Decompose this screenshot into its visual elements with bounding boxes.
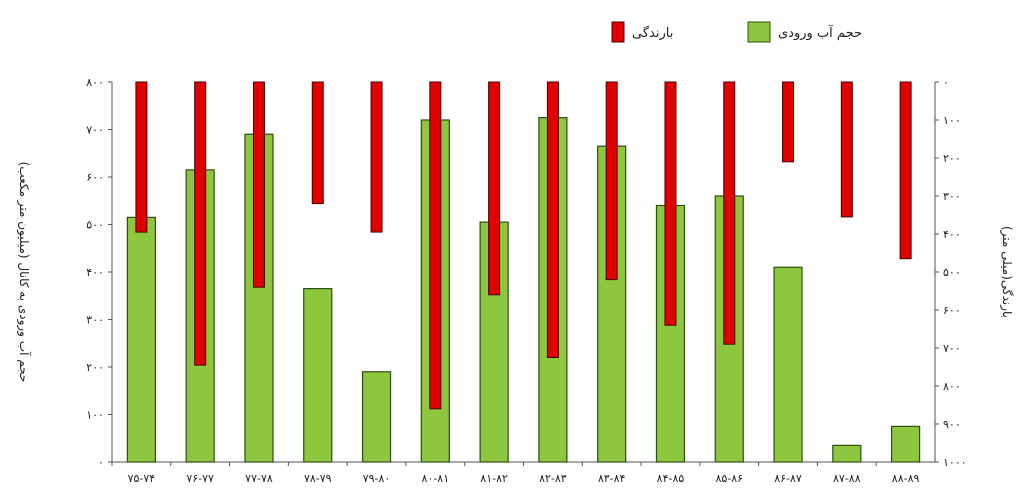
right-tick-label: ۳۰۰ [943,190,961,203]
right-tick-label: ۱۰۰۰ [943,456,967,469]
rainfall-bar [664,81,677,326]
right-tick-label: ۶۰۰ [943,304,961,317]
rainfall-bar [546,81,559,358]
right-y-axis: ۰ ۱۰۰ ۲۰۰ ۳۰۰ ۴۰۰ ۵۰۰ ۶۰۰ ۷۰۰ ۸۰۰ ۹۰۰ ۱۰۰۰ [934,76,967,469]
x-tick-label: ۷۸-۷۹ [304,472,332,485]
legend-label-water-volume: حجم آب ورودی [778,24,862,41]
x-tick-label: ۸۲-۸۳ [539,472,567,485]
x-tick-label: ۸۴-۸۵ [657,472,685,485]
legend-swatch-water-volume [747,21,771,43]
x-tick-label: ۸۰-۸۱ [422,472,450,485]
right-tick-label: ۱۰۰ [943,114,961,127]
left-tick-label: ۸۰۰ [86,76,104,89]
x-tick-label: ۸۷-۸۸ [833,472,861,485]
left-tick-label: ۰ [98,456,104,469]
x-tick-label: ۷۵-۷۴ [128,472,156,485]
rainfall-bar [370,81,383,233]
right-tick-label: ۰ [943,76,949,89]
left-tick-label: ۴۰۰ [86,266,104,279]
right-axis-title: بارندگی(میلی متر) [999,226,1014,318]
left-tick-label: ۳۰۰ [86,314,104,327]
left-y-axis: ۰ ۱۰۰ ۲۰۰ ۳۰۰ ۴۰۰ ۵۰۰ ۶۰۰ ۷۰۰ ۸۰۰ [86,76,113,469]
right-tick-label: ۹۰۰ [943,418,961,431]
rainfall-bar [135,81,148,233]
x-tick-label: ۷۹-۸۰ [363,472,391,485]
x-tick-label: ۸۱-۸۲ [480,472,508,485]
x-tick-label: ۸۳-۸۴ [598,472,626,485]
rainfall-bar [311,81,324,205]
legend-label-rainfall: بارندگی [632,25,673,41]
x-tick-label: ۷۷-۷۸ [245,472,273,485]
rainfall-bar [429,81,442,410]
water-volume-bar [773,266,803,463]
right-tick-label: ۸۰۰ [943,380,961,393]
rainfall-bars [135,81,912,410]
water-volume-bars [126,117,921,463]
x-tick-label: ۷۶-۷۷ [186,472,214,485]
left-tick-label: ۲۰۰ [86,361,104,374]
left-tick-label: ۶۰۰ [86,171,104,184]
rainfall-bar [605,81,618,281]
water-volume-bar [891,425,921,463]
left-tick-label: ۱۰۰ [86,409,104,422]
legend-swatch-rainfall [611,21,625,43]
rainfall-bar [782,81,795,163]
right-tick-label: ۲۰۰ [943,152,961,165]
legend: بارندگی حجم آب ورودی [611,21,862,43]
rainfall-bar [488,81,501,296]
water-volume-bar [361,371,392,463]
left-tick-label: ۷۰۰ [86,124,104,137]
x-tick-label: ۸۶-۸۷ [774,472,802,485]
rainfall-bar [723,81,736,345]
x-tick-label: ۸۸-۸۹ [892,472,920,485]
water-volume-bar [832,444,862,463]
right-tick-label: ۵۰۰ [943,266,961,279]
right-tick-label: ۴۰۰ [943,228,961,241]
water-volume-bar [126,216,156,463]
x-tick-label: ۸۵-۸۶ [715,472,743,485]
rainfall-bar [252,81,265,288]
left-axis-title: حجم آب ورودی به کانال (میلیون متر مکعب) [16,162,32,383]
left-tick-label: ۵۰۰ [86,219,104,232]
x-axis: ۷۵-۷۴ ۷۶-۷۷ ۷۷-۷۸ ۷۸-۷۹ ۷۹-۸۰ ۸۰-۸۱ ۸۱-۸۲ ۸۲-۸۳… [111,461,935,485]
right-tick-label: ۷۰۰ [943,342,961,355]
rainfall-bar [899,81,912,260]
rainfall-bar [840,81,853,218]
water-volume-bar [303,288,333,463]
rainfall-bar [194,81,207,366]
